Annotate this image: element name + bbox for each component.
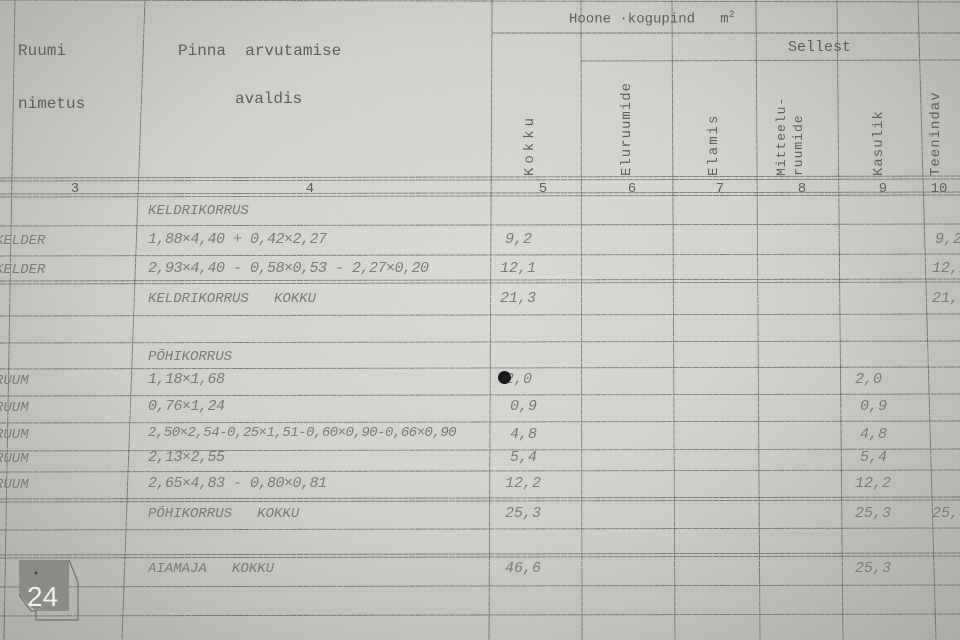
svg-text:24: 24 <box>27 581 58 612</box>
